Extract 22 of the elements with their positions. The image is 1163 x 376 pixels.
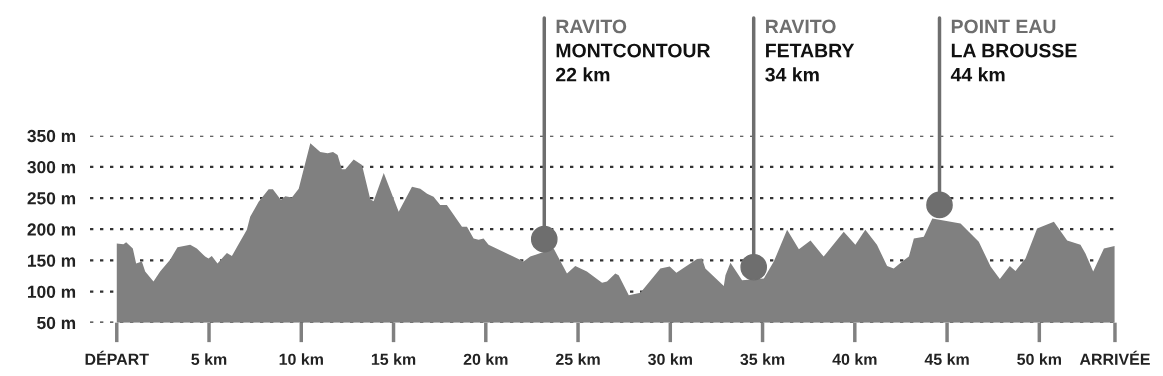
- y-tick-label: 350 m: [27, 129, 76, 143]
- annotation: RAVITO FETABRY 34 km: [765, 19, 855, 82]
- y-tick-label: 100 m: [28, 285, 76, 298]
- y-tick-label: 300 m: [27, 161, 76, 174]
- annotation: RAVITO MONTCONTOUR 22 km: [556, 19, 711, 82]
- y-tick-label: 200 m: [27, 223, 76, 236]
- x-tick-label: DÉPART: [85, 350, 149, 365]
- x-tick-label: 35 km: [740, 353, 785, 365]
- x-tick-label: 30 km: [648, 353, 692, 365]
- x-tick-label: 50 km: [1017, 353, 1061, 365]
- y-tick-label: 150 m: [28, 254, 76, 267]
- x-tick-label: 45 km: [924, 353, 969, 365]
- x-tick-label: 40 km: [832, 353, 877, 365]
- annotation: POINT EAU LA BROUSSE 44 km: [950, 19, 1077, 82]
- x-tick-label: 5 km: [191, 353, 227, 365]
- x-tick-label: 10 km: [279, 353, 323, 365]
- y-tick-label: 250 m: [27, 192, 76, 205]
- x-tick-label: 20 km: [463, 353, 508, 365]
- y-tick-label: 50 m: [37, 316, 76, 330]
- x-tick-label: 25 km: [555, 353, 600, 365]
- x-tick-label: 15 km: [371, 353, 416, 365]
- x-tick-label: ARRIVÉE: [1079, 350, 1150, 365]
